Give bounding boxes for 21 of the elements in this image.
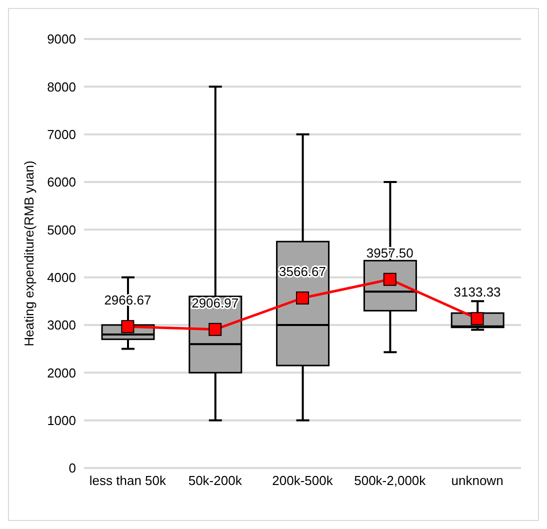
y-tick-label: 8000 bbox=[47, 79, 76, 94]
data-label: 3566.67 bbox=[279, 264, 326, 279]
x-tick-label: 200k-500k bbox=[272, 473, 334, 488]
data-label: 3133.33 bbox=[454, 284, 501, 300]
x-tick-label: less than 50k bbox=[89, 473, 166, 488]
y-axis-title: Heating expenditure(RMB yuan) bbox=[22, 160, 37, 346]
y-tick-label: 5000 bbox=[47, 222, 76, 238]
y-tick-label: 9000 bbox=[47, 32, 76, 47]
y-tick-label: 3000 bbox=[47, 318, 76, 333]
y-tick-label: 6000 bbox=[47, 174, 76, 190]
y-tick-label: 7000 bbox=[47, 126, 76, 142]
y-tick-label: 2000 bbox=[47, 365, 76, 380]
y-tick-label: 4000 bbox=[47, 270, 76, 285]
x-tick-label: 500k-2,000k bbox=[354, 473, 426, 488]
point bbox=[208, 322, 222, 336]
point bbox=[296, 291, 309, 304]
y-tick-label: 1000 bbox=[47, 412, 76, 428]
x-tick-label: 50k-200k bbox=[188, 473, 242, 488]
x-tick-label: unknown bbox=[451, 473, 504, 488]
y-tick-label: 0 bbox=[68, 460, 76, 476]
data-label: 2906.97 bbox=[192, 295, 239, 310]
